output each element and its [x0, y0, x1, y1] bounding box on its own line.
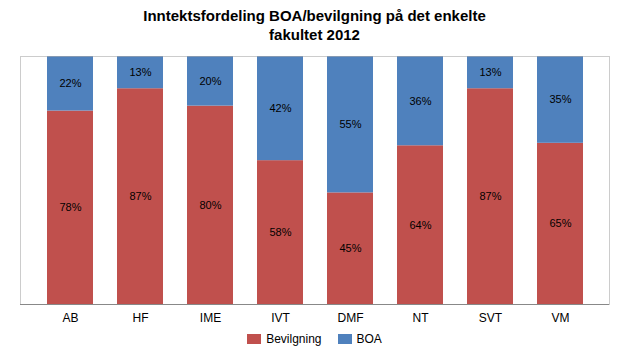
svg-text:80%: 80% — [199, 199, 221, 211]
svg-text:SVT: SVT — [479, 311, 503, 325]
svg-text:20%: 20% — [199, 75, 221, 87]
svg-text:64%: 64% — [409, 219, 431, 231]
svg-text:DMF: DMF — [338, 311, 364, 325]
svg-text:AB: AB — [62, 311, 78, 325]
svg-text:36%: 36% — [409, 95, 431, 107]
svg-text:45%: 45% — [339, 242, 361, 254]
svg-text:22%: 22% — [59, 77, 81, 89]
svg-text:35%: 35% — [549, 93, 571, 105]
svg-text:IME: IME — [200, 311, 221, 325]
svg-text:87%: 87% — [129, 190, 151, 202]
svg-text:55%: 55% — [339, 118, 361, 130]
html-text:Bevilgning: Bevilgning — [266, 332, 322, 346]
svg-text:13%: 13% — [129, 66, 151, 78]
svg-text:65%: 65% — [549, 217, 571, 229]
svg-text:87%: 87% — [479, 190, 501, 202]
svg-text:NT: NT — [413, 311, 430, 325]
svg-text:58%: 58% — [269, 226, 291, 238]
svg-text:IVT: IVT — [271, 311, 290, 325]
svg-text:13%: 13% — [479, 66, 501, 78]
svg-text:78%: 78% — [59, 201, 81, 213]
html-text:Inntektsfordeling BOA/bevilgni: Inntektsfordeling BOA/bevilgning på det … — [143, 7, 486, 43]
svg-text:42%: 42% — [269, 102, 291, 114]
svg-text:HF: HF — [133, 311, 149, 325]
html-text:BOA: BOA — [356, 332, 382, 346]
svg-text:VM: VM — [552, 311, 570, 325]
